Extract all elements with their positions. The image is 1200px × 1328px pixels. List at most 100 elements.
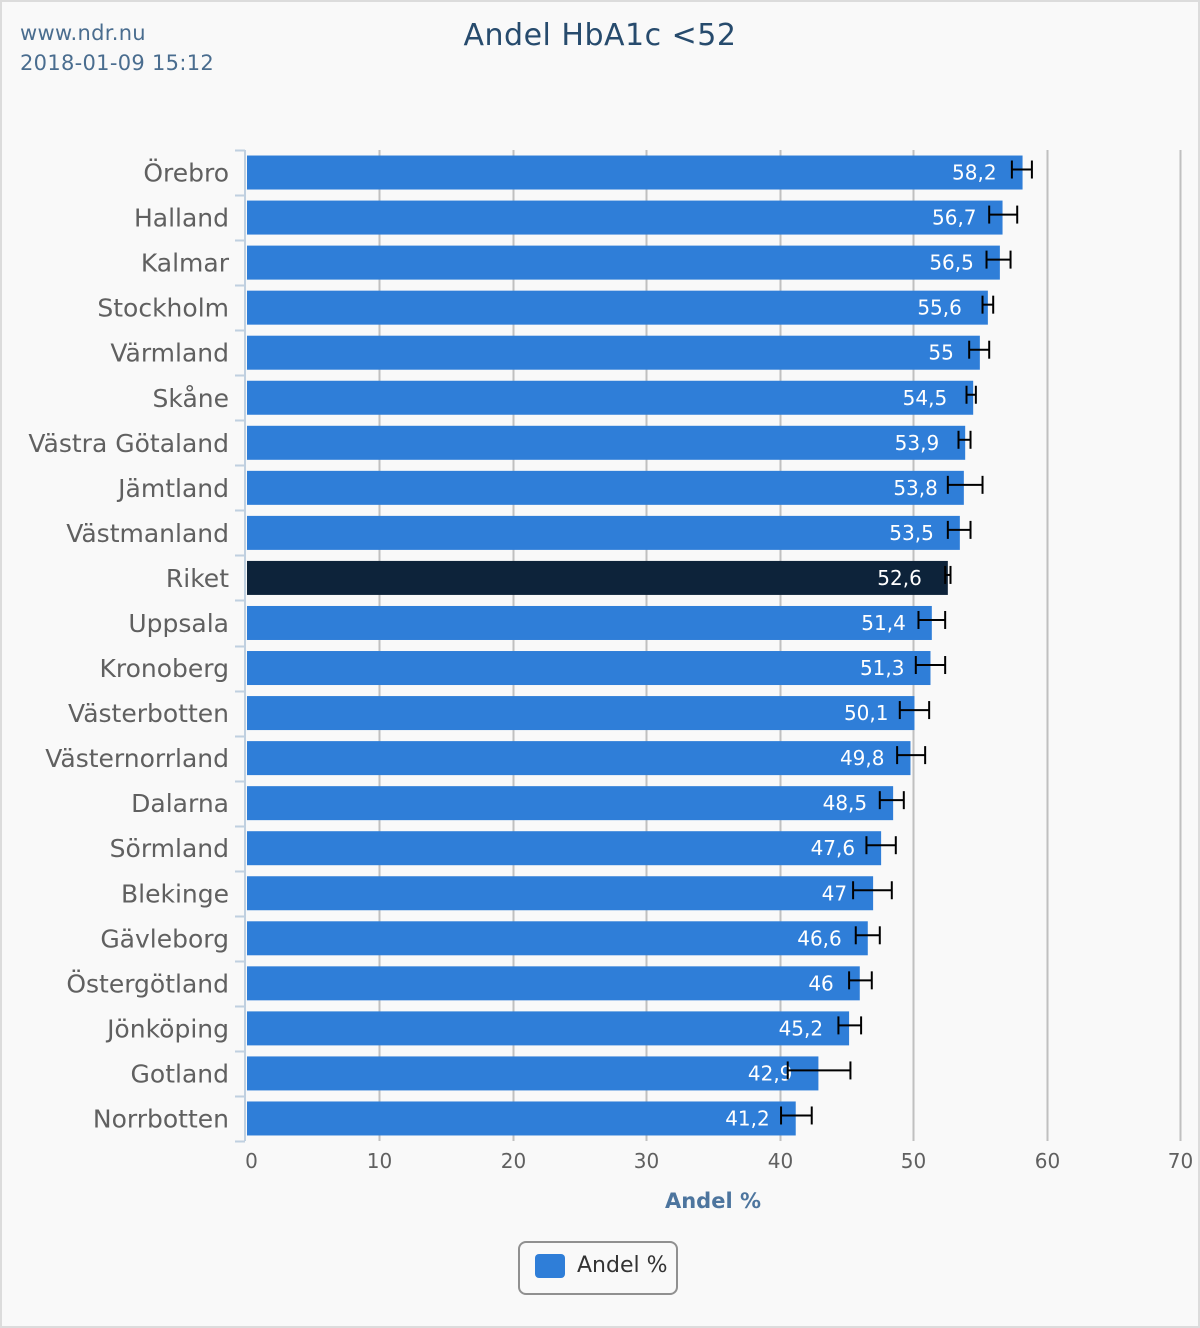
data-label: 53,5 — [889, 521, 934, 545]
chart-title: Andel HbA1c <52 — [463, 18, 737, 53]
error-bar — [985, 250, 1012, 269]
x-tick-label: 0 — [245, 1149, 258, 1173]
category-label: Uppsala — [128, 609, 229, 638]
data-label: 47,6 — [811, 836, 856, 860]
error-bar — [878, 791, 905, 810]
data-label: 51,3 — [860, 656, 905, 680]
error-bars — [780, 160, 1033, 1125]
bar[interactable] — [247, 605, 932, 640]
bar[interactable] — [247, 335, 980, 370]
category-label: Jämtland — [116, 474, 229, 503]
data-label: 49,8 — [840, 746, 885, 770]
category-label: Gotland — [131, 1059, 229, 1088]
category-label: Jönköping — [105, 1014, 229, 1043]
error-bar — [968, 340, 991, 359]
data-label: 53,8 — [893, 476, 938, 500]
data-label: 45,2 — [779, 1016, 824, 1040]
data-label: 48,5 — [823, 791, 868, 815]
error-bar — [786, 1061, 852, 1080]
data-label: 55 — [928, 341, 953, 365]
category-label: Västmanland — [66, 519, 229, 548]
error-bar — [917, 610, 947, 629]
category-label: Riket — [166, 564, 229, 593]
category-label: Kalmar — [141, 249, 230, 278]
x-tick-label: 50 — [901, 1149, 926, 1173]
x-tick-label: 60 — [1035, 1149, 1060, 1173]
error-bar — [946, 475, 984, 494]
bar[interactable] — [247, 290, 988, 325]
x-axis: 0 10 20 30 40 50 60 70 — [245, 1149, 1193, 1173]
x-tick-label: 40 — [768, 1149, 793, 1173]
bar[interactable] — [247, 470, 964, 505]
bars: 58,2 56,7 56,5 55,6 55 54,5 53,9 53,8 53,5 52,6 51… — [247, 155, 1023, 1136]
data-label: 51,4 — [861, 611, 906, 635]
data-label: 50,1 — [844, 701, 889, 725]
data-label: 53,9 — [895, 431, 940, 455]
bar[interactable] — [247, 651, 931, 686]
bar[interactable] — [247, 200, 1003, 235]
data-label: 41,2 — [725, 1106, 770, 1130]
data-label: 42,9 — [748, 1061, 793, 1085]
category-label: Västra Götaland — [28, 429, 229, 458]
error-bar — [944, 565, 952, 584]
data-label: 54,5 — [903, 386, 948, 410]
bar[interactable] — [247, 425, 966, 460]
bar[interactable] — [247, 1011, 850, 1046]
bar[interactable] — [247, 696, 915, 731]
category-label: Halland — [134, 204, 229, 233]
x-tick-label: 10 — [367, 1149, 392, 1173]
bar[interactable] — [247, 380, 974, 415]
category-label: Sörmland — [110, 834, 229, 863]
bar[interactable] — [247, 1101, 796, 1136]
error-bar — [780, 1106, 813, 1125]
data-label: 52,6 — [877, 566, 922, 590]
error-bar — [865, 836, 897, 855]
timestamp: 2018-01-09 15:12 — [20, 51, 215, 75]
x-tick-label: 20 — [501, 1149, 526, 1173]
bar[interactable] — [247, 966, 860, 1001]
error-bar — [981, 295, 995, 314]
category-label: Örebro — [143, 159, 229, 188]
category-label: Östergötland — [66, 969, 229, 998]
category-label: Blekinge — [121, 879, 229, 908]
error-bar — [1010, 160, 1033, 179]
data-label: 46,6 — [797, 926, 842, 950]
category-label: Dalarna — [131, 789, 229, 818]
category-label: Värmland — [110, 339, 229, 368]
bar[interactable] — [247, 155, 1023, 190]
category-label: Norrbotten — [93, 1104, 229, 1133]
bar[interactable] — [247, 741, 911, 776]
legend-item-label[interactable]: Andel % — [577, 1253, 668, 1278]
category-label: Stockholm — [97, 294, 229, 323]
legend-swatch[interactable] — [535, 1254, 565, 1278]
data-label: 56,5 — [929, 251, 974, 275]
x-axis-title: Andel % — [665, 1189, 761, 1213]
error-bar — [848, 971, 873, 990]
x-tick-label: 30 — [634, 1149, 659, 1173]
bar[interactable] — [247, 1056, 819, 1091]
category-label: Kronoberg — [99, 654, 229, 683]
error-bar — [854, 926, 881, 945]
chart-credits: www.ndr.nu 2018-01-09 15:12 — [20, 18, 214, 78]
data-label: 56,7 — [932, 206, 977, 230]
error-bar — [914, 656, 947, 675]
bar[interactable] — [247, 831, 882, 866]
bar[interactable] — [247, 921, 868, 956]
data-label: 55,6 — [917, 296, 962, 320]
error-bar — [965, 385, 977, 404]
y-axis: Örebro Halland Kalmar Stockholm Värmland Skån… — [28, 149, 246, 1143]
site-url[interactable]: www.ndr.nu — [20, 21, 146, 45]
error-bar — [852, 881, 893, 900]
error-bar — [946, 520, 972, 539]
x-tick-label: 70 — [1168, 1149, 1193, 1173]
bar[interactable] — [247, 786, 894, 821]
bar[interactable] — [247, 560, 948, 595]
category-label: Västernorrland — [45, 744, 229, 773]
bar[interactable] — [247, 515, 960, 550]
bar[interactable] — [247, 245, 1000, 280]
data-label: 58,2 — [952, 161, 997, 185]
error-bar — [988, 205, 1019, 224]
category-label: Skåne — [153, 384, 229, 413]
bar[interactable] — [247, 876, 874, 911]
